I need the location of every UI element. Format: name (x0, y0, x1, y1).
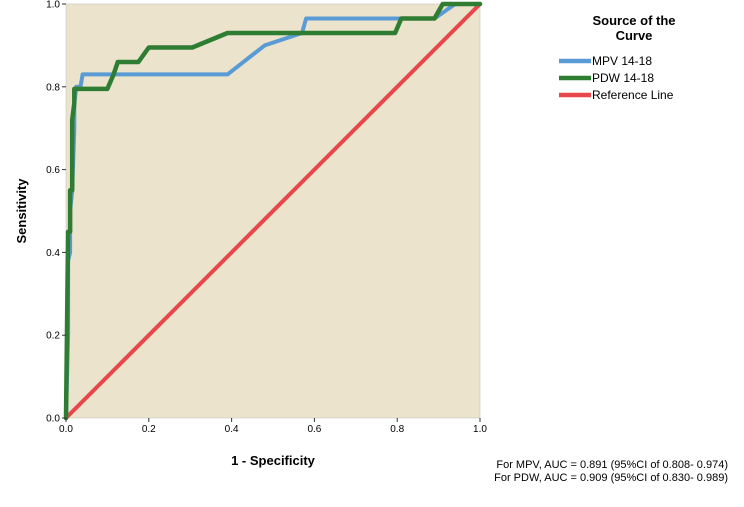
y-tick-label: 0.4 (46, 248, 60, 259)
auc-note-pdw: For PDW, AUC = 0.909 (95%CI of 0.830- 0.… (494, 472, 728, 484)
x-tick-label: 1.0 (473, 424, 487, 435)
auc-note-mpv: For MPV, AUC = 0.891 (95%CI of 0.808- 0.… (496, 459, 728, 471)
x-tick-label: 0.0 (59, 424, 73, 435)
x-axis-title: 1 - Specificity (231, 453, 316, 468)
axis-ticks: 0.0 0.2 0.4 0.6 0.8 1.0 0.0 0.2 0.4 0.6 0.8 1.0 (46, 0, 487, 435)
y-tick-label: 0.0 (46, 414, 60, 425)
legend-title-line2: Curve (616, 28, 653, 43)
y-tick-label: 0.8 (46, 82, 60, 93)
x-tick-label: 0.8 (390, 424, 404, 435)
legend-label: Reference Line (592, 88, 674, 102)
y-tick-label: 1.0 (46, 0, 60, 11)
series-line-reference-line (64, 2, 482, 420)
x-tick-label: 0.2 (142, 424, 156, 435)
y-tick-label: 0.2 (46, 331, 60, 342)
legend-label: PDW 14-18 (592, 71, 654, 85)
x-tick-label: 0.6 (307, 424, 321, 435)
legend-title-line1: Source of the (592, 13, 675, 28)
y-axis-title: Sensitivity (14, 178, 29, 244)
legend: Source of the Curve MPV 14-18 PDW 14-18 Re… (559, 13, 676, 102)
y-tick-label: 0.6 (46, 165, 60, 176)
series-line-pdw-14-18 (63, 1, 483, 421)
legend-label: MPV 14-18 (592, 54, 652, 68)
series-layer (63, 1, 483, 421)
x-tick-label: 0.4 (225, 424, 239, 435)
